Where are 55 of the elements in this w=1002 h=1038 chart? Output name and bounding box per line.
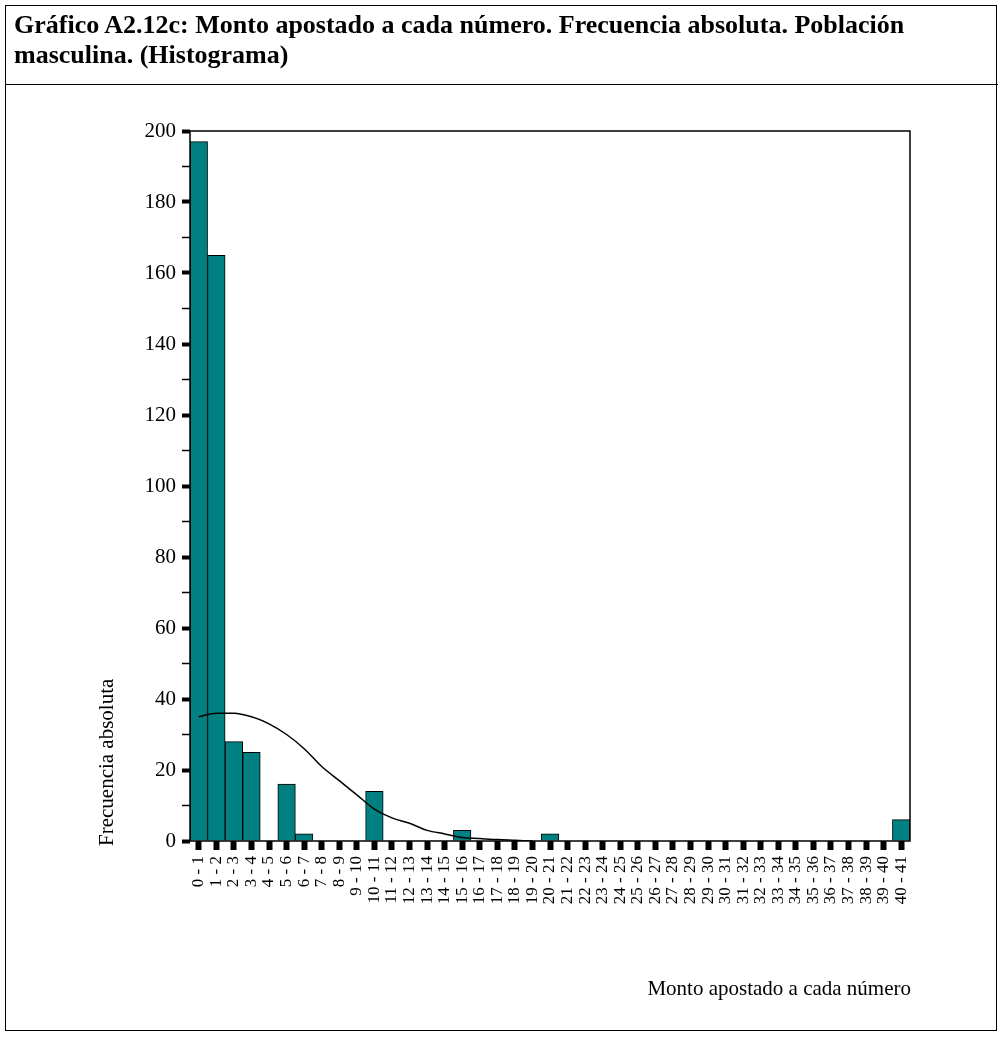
x-tick-label: 37 - 38 bbox=[838, 856, 858, 905]
x-tick-label: 6 - 7 bbox=[293, 855, 313, 888]
chart-title: Gráfico A2.12c: Monto apostado a cada número. Frecuencia absoluta. Población masculina. (Histograma) bbox=[6, 6, 998, 85]
y-tick-label: 200 bbox=[144, 117, 176, 142]
x-tick-label: 35 - 36 bbox=[802, 856, 822, 905]
y-tick-label: 20 bbox=[155, 756, 176, 781]
x-tick-label: 14 - 15 bbox=[434, 856, 454, 905]
x-axis-title: Monto apostado a cada número bbox=[647, 976, 911, 1001]
y-tick-label: 140 bbox=[144, 330, 176, 355]
y-tick-label: 80 bbox=[155, 543, 176, 568]
y-tick-label: 0 bbox=[165, 827, 176, 852]
y-tick-label: 120 bbox=[144, 401, 176, 426]
x-tick-label: 4 - 5 bbox=[258, 856, 278, 888]
y-tick-label: 40 bbox=[155, 685, 176, 710]
x-tick-label: 1 - 2 bbox=[205, 856, 225, 888]
x-tick-label: 28 - 29 bbox=[679, 856, 699, 905]
x-tick-label: 26 - 27 bbox=[644, 855, 664, 905]
y-tick-label: 180 bbox=[144, 188, 176, 213]
x-tick-label: 29 - 30 bbox=[697, 856, 717, 905]
x-tick-label: 13 - 14 bbox=[416, 855, 436, 905]
x-tick-label: 38 - 39 bbox=[855, 856, 875, 905]
x-tick-label: 11 - 12 bbox=[381, 856, 401, 904]
x-tick-label: 31 - 32 bbox=[732, 856, 752, 905]
x-tick-label: 40 - 41 bbox=[890, 856, 910, 905]
x-tick-label: 25 - 26 bbox=[627, 856, 647, 905]
x-tick-label: 24 - 25 bbox=[609, 856, 629, 905]
x-tick-label: 22 - 23 bbox=[574, 856, 594, 905]
x-tick-label: 5 - 6 bbox=[276, 856, 296, 888]
x-tick-label: 36 - 37 bbox=[820, 855, 840, 905]
x-tick-label: 7 - 8 bbox=[311, 856, 331, 888]
x-tick-label: 12 - 13 bbox=[398, 856, 418, 905]
x-tick-label: 18 - 19 bbox=[504, 856, 524, 905]
y-tick-label: 160 bbox=[144, 259, 176, 284]
y-axis-title: Frecuencia absoluta bbox=[94, 678, 119, 846]
x-tick-label: 33 - 34 bbox=[767, 855, 787, 905]
x-tick-label: 30 - 31 bbox=[715, 856, 735, 905]
x-tick-label: 27 - 28 bbox=[662, 856, 682, 905]
x-tick-label: 17 - 18 bbox=[486, 856, 506, 905]
x-tick-label: 2 - 3 bbox=[223, 856, 243, 888]
x-tick-label: 32 - 33 bbox=[750, 856, 770, 905]
x-tick-label: 34 - 35 bbox=[785, 856, 805, 905]
x-tick-label: 21 - 22 bbox=[557, 856, 577, 905]
x-tick-label: 20 - 21 bbox=[539, 856, 559, 905]
x-tick-label: 23 - 24 bbox=[592, 855, 612, 905]
x-tick-label: 0 - 1 bbox=[188, 856, 208, 888]
y-tick-label: 100 bbox=[144, 472, 176, 497]
x-tick-label: 9 - 10 bbox=[346, 856, 366, 896]
x-tick-label: 3 - 4 bbox=[240, 855, 260, 888]
y-tick-label: 60 bbox=[155, 614, 176, 639]
x-tick-label: 15 - 16 bbox=[451, 856, 471, 905]
x-tick-label: 8 - 9 bbox=[328, 856, 348, 888]
x-tick-label: 39 - 40 bbox=[873, 856, 893, 905]
x-tick-label: 19 - 20 bbox=[521, 856, 541, 905]
x-tick-label: 10 - 11 bbox=[363, 856, 383, 904]
x-tick-label: 16 - 17 bbox=[469, 855, 489, 905]
